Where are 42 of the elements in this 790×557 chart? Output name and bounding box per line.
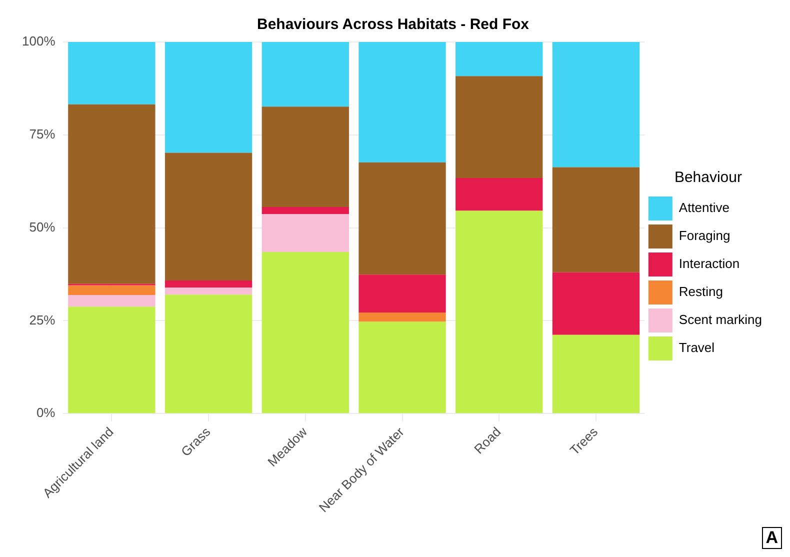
legend-label: Resting [678,284,723,300]
bar [358,274,446,313]
y-tick-label: 100% [22,34,56,49]
legend-label: Interaction [678,256,740,272]
chart-title: Behaviours Across Habitats - Red Fox [256,16,530,34]
legend-label: Foraging [678,228,730,244]
bar [164,152,252,281]
bar [456,76,543,178]
bar [552,167,640,272]
bar [68,42,156,104]
bar [262,106,349,207]
bar [68,306,156,414]
bar [358,312,446,322]
bar [262,42,349,107]
bar [358,42,446,162]
y-tick-label: 50% [29,219,56,234]
bar [456,178,543,211]
y-tick-label: 0% [36,405,56,420]
bar [68,285,156,296]
bar [164,42,252,153]
legend-label: Attentive [678,200,730,216]
legend-label: Scent marking [678,312,762,328]
bar [552,334,640,414]
bar [552,42,640,168]
text: A [762,527,782,549]
y-tick-label: 75% [29,126,56,142]
y-tick-label: 25% [29,312,56,328]
legend-label: Travel [678,340,715,356]
legend-title: Behaviour [674,169,742,186]
bar [358,162,446,275]
bar [164,280,252,288]
bar [262,206,349,214]
bar [164,288,252,295]
bar [552,272,640,335]
bar [358,322,446,414]
bar [262,252,349,414]
bar [68,104,156,284]
bar [456,210,543,414]
bar [164,294,252,414]
bar [68,295,156,307]
bar [456,42,543,76]
bar [262,214,349,252]
